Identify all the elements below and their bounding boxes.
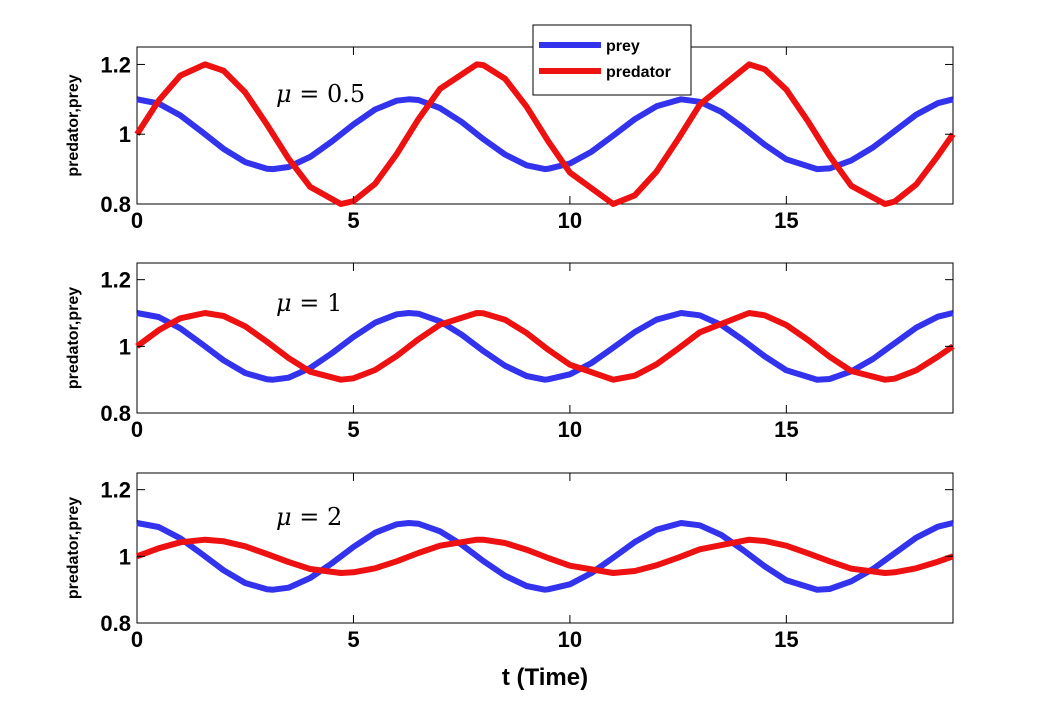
x-tick-label: 10 (558, 627, 582, 652)
mu-annotation: μ = 1 (276, 289, 342, 317)
x-tick-label: 5 (347, 627, 359, 652)
y-tick-label: 1.2 (100, 52, 131, 77)
x-tick-label: 0 (131, 417, 143, 442)
y-tick-label: 1 (119, 122, 131, 147)
legend: prey predator (532, 24, 692, 96)
mu-annotation: μ = 2 (276, 503, 342, 531)
series-line-prey (136, 520, 954, 593)
mu-annotation: μ = 0.5 (276, 80, 365, 108)
mu-symbol: μ (276, 503, 292, 531)
series-line-predator (135, 310, 955, 383)
y-tick-label: 1 (119, 334, 131, 359)
y-tick-label: 0.8 (100, 192, 131, 217)
y-axis-label: predator,prey (65, 497, 82, 599)
legend-label-prey: prey (606, 38, 640, 55)
x-tick-label: 15 (774, 208, 798, 233)
y-tick-label: 1.2 (100, 268, 131, 293)
subplot-2: 0 5 10 15 0.8 1 1.2 predator,prey μ = 1 (65, 262, 955, 442)
axes-frame (136, 472, 954, 624)
mu-symbol: μ (276, 289, 292, 317)
x-tick-label: 15 (774, 627, 798, 652)
y-tick-label: 1 (119, 544, 131, 569)
mu-symbol: μ (276, 80, 292, 108)
y-tick-label: 1.2 (100, 478, 131, 503)
y-axis-label: predator,prey (65, 287, 82, 389)
series-line-predator (135, 536, 955, 576)
series-line-prey (136, 96, 954, 173)
legend-box (532, 24, 692, 96)
mu-equals: = 0.5 (292, 80, 366, 108)
subplot-3: 0 5 10 15 0.8 1 1.2 predator,prey μ = 2 t (Time) (65, 472, 955, 691)
series-line-prey (136, 310, 954, 383)
x-tick-label: 15 (774, 417, 798, 442)
mu-equals: = 2 (292, 503, 343, 531)
mu-equals: = 1 (292, 289, 343, 317)
y-tick-label: 0.8 (100, 401, 131, 426)
legend-label-predator: predator (606, 64, 671, 81)
x-tick-label: 10 (558, 417, 582, 442)
x-tick-label: 5 (347, 417, 359, 442)
axes-frame (136, 262, 954, 414)
y-axis-label: predator,prey (65, 74, 82, 176)
x-tick-label: 5 (347, 208, 359, 233)
y-tick-label: 0.8 (100, 611, 131, 636)
x-tick-label: 0 (131, 208, 143, 233)
x-axis-label: t (Time) (502, 664, 588, 691)
series-line-predator (134, 61, 956, 207)
x-tick-label: 10 (558, 208, 582, 233)
x-tick-label: 0 (131, 627, 143, 652)
